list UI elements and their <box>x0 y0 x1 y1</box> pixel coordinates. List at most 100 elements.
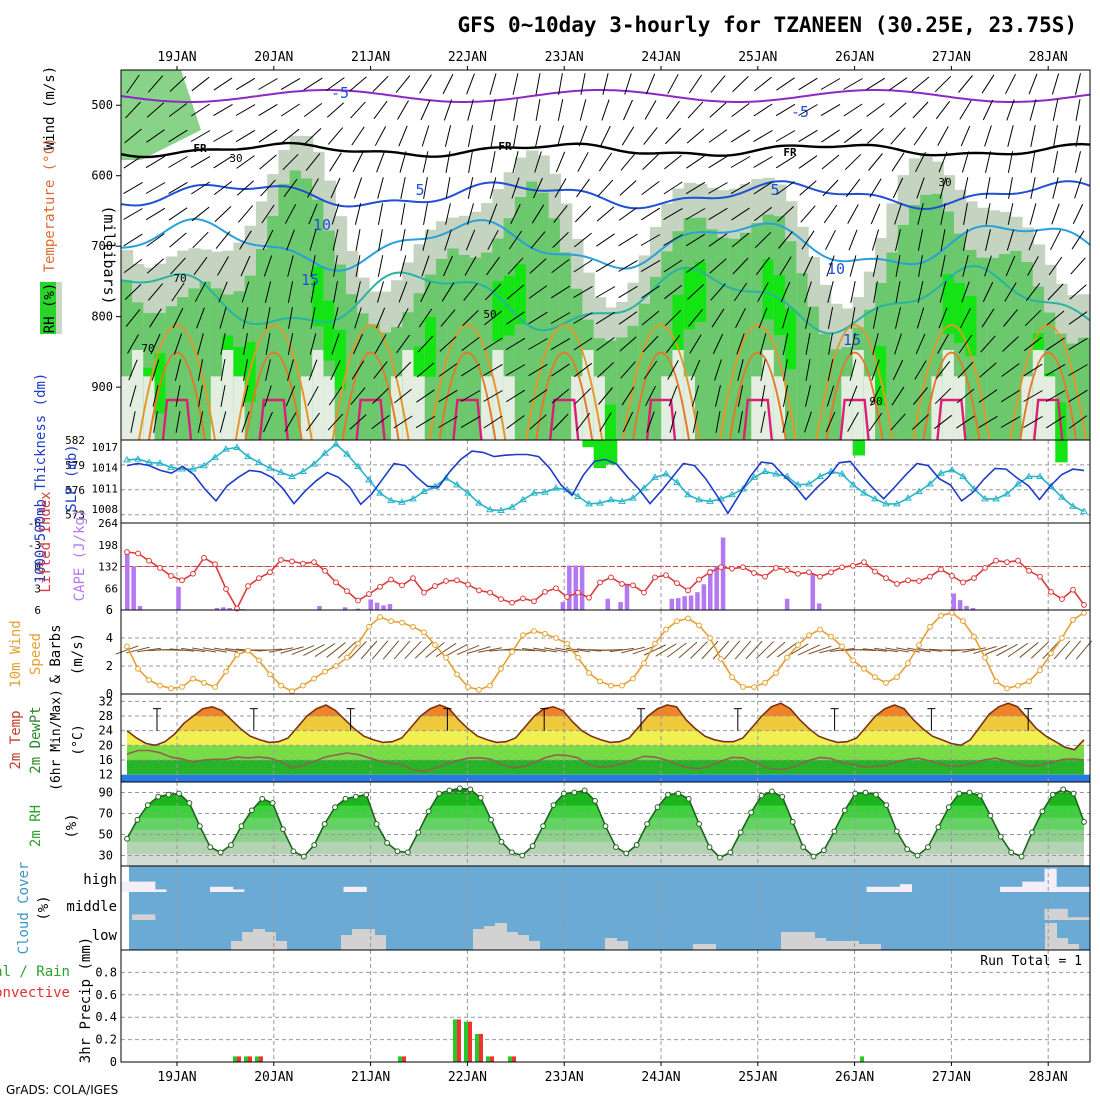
wind-barb <box>960 125 971 147</box>
wind10-speed-line-point <box>311 675 317 682</box>
rh2m-line-point <box>394 848 401 855</box>
thickness-line-point <box>926 480 934 487</box>
wind-barb <box>1004 282 1017 302</box>
wind10-speed-line-point <box>201 679 207 686</box>
rh-shade-light <box>942 350 956 440</box>
thickness-line-point <box>948 465 956 473</box>
rh-shade-light <box>210 376 224 440</box>
rh2m-line-point <box>893 828 900 835</box>
rh-shade-light <box>593 376 607 440</box>
rh-band <box>127 829 1084 842</box>
precip-total-bar <box>233 1056 237 1062</box>
wind10-speed-line-point <box>465 684 471 690</box>
rh2m-line-point <box>810 853 817 860</box>
temp-tick: 32 <box>99 694 113 708</box>
wind-barb <box>911 76 930 92</box>
cloud-cell-high <box>1066 886 1079 892</box>
wind-barb <box>511 177 520 199</box>
wind-barb <box>1006 99 1015 121</box>
wind-barb <box>303 77 323 91</box>
wind-barb <box>220 385 226 407</box>
wind-barb <box>239 230 252 250</box>
thickness-line-point <box>882 499 890 507</box>
wind-barb <box>598 152 613 172</box>
wind-barb <box>462 310 479 326</box>
thickness-line-point <box>640 484 648 491</box>
wind-barb <box>529 414 547 430</box>
thickness-line-point <box>552 484 560 491</box>
isotherm-line <box>120 264 1091 335</box>
wind-barb <box>917 229 924 251</box>
wind10-speed-line-point <box>146 677 152 683</box>
wind-barb <box>353 333 363 355</box>
wind-barb <box>1027 256 1039 276</box>
slp-tick: 1017 <box>92 441 119 454</box>
wind-barb <box>191 206 210 222</box>
thickness-line-point <box>706 497 714 504</box>
cloud-units: (%) <box>36 895 52 920</box>
wind-barb <box>709 258 727 274</box>
rh-shade-green <box>796 273 809 440</box>
lifted-index-line-point <box>498 596 504 603</box>
wind10-barb <box>655 643 677 657</box>
wind-barb <box>643 360 658 380</box>
wind10-tick: 6 <box>106 603 113 617</box>
wind-barb <box>708 129 728 143</box>
wind-barb <box>235 104 256 116</box>
wind-barb <box>1006 229 1015 251</box>
wind-barb <box>307 386 319 406</box>
wind-barb <box>843 103 863 117</box>
lifted-index-line-point <box>850 562 856 569</box>
cape-bar <box>624 584 630 610</box>
temp-tick: 24 <box>99 724 113 738</box>
wind-barb <box>287 359 294 381</box>
thickness-line-point <box>871 494 879 502</box>
wind-barb <box>782 411 789 433</box>
rh2m-line-point <box>675 790 682 797</box>
lifted-index-line-point <box>1004 559 1010 566</box>
wind-barb <box>173 333 183 355</box>
rh2m-line-point <box>1070 790 1077 797</box>
cloud-cell-low <box>615 941 629 950</box>
thickness-line-point <box>398 498 406 505</box>
wind10-speed-line-point <box>520 632 526 639</box>
lifted-index-line-point <box>564 594 570 600</box>
thickness-line-point <box>1080 507 1088 514</box>
wind10-barb <box>382 640 400 660</box>
wind10-barb <box>874 647 898 653</box>
wind-barb <box>730 181 751 195</box>
precip-total-bar <box>860 1056 864 1062</box>
isotherm-30 <box>742 398 773 441</box>
wind-barb <box>400 229 406 251</box>
lifted-index-line-point <box>487 589 493 596</box>
wind10-speed-line-point <box>223 668 229 675</box>
precip-total-bar <box>244 1056 248 1062</box>
rh2m-line-point <box>321 821 328 827</box>
wind10-speed-line-point <box>432 642 438 648</box>
thickness-line-point <box>310 460 318 467</box>
wind-barb <box>691 385 700 407</box>
wind-barb <box>483 415 503 429</box>
cloud-cell-high <box>209 886 223 892</box>
wind10-speed-line-point <box>773 670 779 676</box>
wind10-barb <box>610 647 634 653</box>
wind-barb <box>168 181 188 195</box>
lifted-index-line-point <box>938 566 944 573</box>
cloud-cell-low <box>868 944 882 950</box>
wind-barb <box>444 229 452 251</box>
thickness-line-point <box>937 469 945 476</box>
wind-barb <box>258 103 278 117</box>
cape-bar <box>573 565 578 610</box>
thickness-line-point <box>750 473 758 480</box>
cloud-cell-low <box>692 944 706 950</box>
lifted-index-line-point <box>520 595 526 602</box>
wind-barb <box>894 333 902 355</box>
cloud-cell-high <box>1033 881 1046 892</box>
rh-shade-bright <box>514 264 528 325</box>
wind-barb <box>240 255 251 277</box>
rh-shade-light <box>503 376 516 440</box>
wind-barb <box>778 231 793 249</box>
wind-barb <box>528 363 548 377</box>
wind-barb <box>804 411 812 433</box>
wind-barb <box>933 414 953 430</box>
